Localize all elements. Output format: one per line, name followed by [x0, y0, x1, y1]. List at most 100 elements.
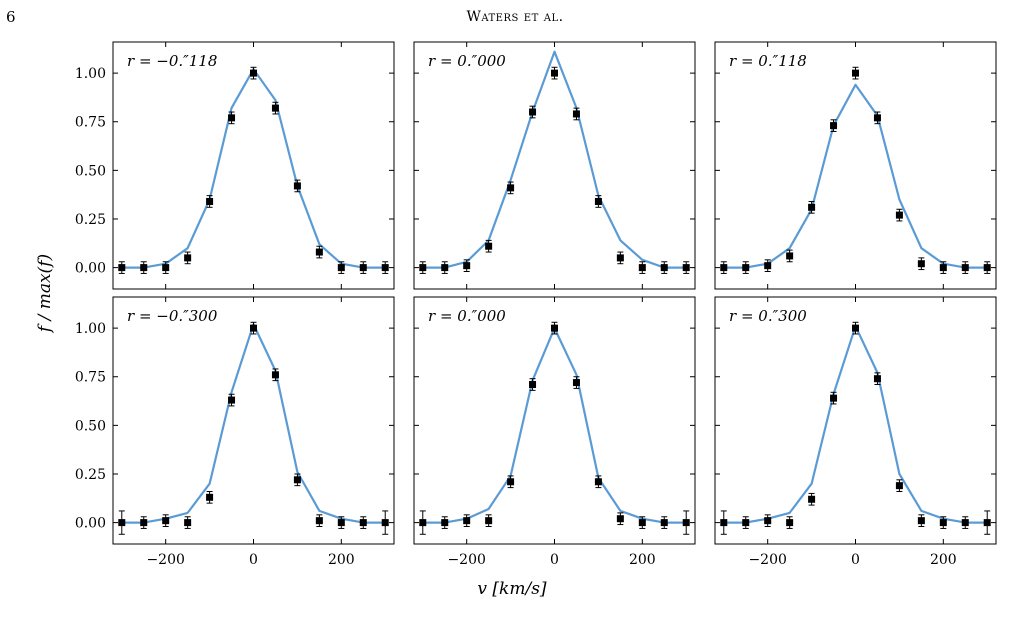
data-point: [983, 519, 991, 527]
x-tick-label: −200: [748, 552, 786, 568]
data-point: [638, 519, 646, 527]
panel-label: r = 0.″118: [729, 52, 807, 70]
panel-label: r = −0.″300: [127, 307, 218, 325]
data-point: [572, 379, 580, 387]
data-point: [419, 519, 427, 527]
data-point: [140, 519, 148, 527]
data-point: [852, 69, 859, 77]
x-tick-label: 200: [629, 552, 656, 568]
panel-6: −200 0 200 r = 0.″300: [714, 296, 997, 568]
data-point: [118, 264, 126, 272]
data-point: [873, 114, 881, 122]
x-tick-label: 0: [851, 552, 860, 568]
y-tick-label: 0.25: [75, 212, 106, 228]
data-point: [808, 495, 816, 503]
data-point: [162, 517, 170, 525]
y-tick-label: 1.00: [75, 66, 106, 82]
data-point: [206, 197, 214, 205]
model-line: [422, 327, 687, 524]
data-point: [786, 519, 794, 527]
data-point: [742, 264, 750, 272]
data-point: [720, 264, 728, 272]
data-point: [381, 264, 389, 272]
data-point: [529, 381, 537, 389]
x-tick-label: 0: [249, 552, 258, 568]
data-point: [485, 242, 493, 250]
panel-3: r = 0.″118: [714, 41, 997, 290]
model-line: [723, 325, 988, 524]
panel-label: r = −0.″118: [127, 52, 217, 70]
page-number: 6: [6, 8, 16, 26]
data-point: [463, 262, 471, 270]
data-point: [441, 264, 449, 272]
data-point: [359, 264, 367, 272]
panel-4: −200 0 200 0.00 0.25 0.50 0.75 1.00 r = −0.″300: [75, 296, 395, 568]
running-head: Waters et al.: [466, 9, 564, 25]
data-point: [764, 262, 772, 270]
data-point: [441, 519, 449, 527]
y-tick-label: 1.00: [75, 321, 106, 337]
y-tick-label: 0.00: [75, 261, 106, 277]
data-point: [594, 478, 602, 486]
y-axis-title: f / max(f): [35, 254, 55, 334]
data-point: [895, 482, 903, 490]
panel-5: −200 0 200 r = 0.″000: [413, 296, 696, 568]
data-point: [808, 203, 816, 211]
data-point: [638, 264, 646, 272]
panel-label: r = 0.″000: [428, 307, 506, 325]
data-point: [720, 519, 728, 527]
data-point: [293, 182, 301, 190]
data-point: [315, 248, 323, 256]
data-point: [271, 104, 279, 112]
data-point: [507, 478, 515, 486]
panel-1: 0.00 0.25 0.50 0.75 1.00 r = −0.″118: [75, 41, 395, 290]
data-point: [337, 519, 345, 527]
data-point: [852, 324, 859, 332]
data-point: [764, 517, 772, 525]
data-point: [228, 114, 236, 122]
data-point: [485, 517, 493, 525]
data-point: [507, 184, 515, 192]
data-point: [917, 260, 925, 268]
data-point: [381, 519, 389, 527]
x-tick-label: 200: [328, 552, 355, 568]
y-tick-label: 0.25: [75, 467, 106, 483]
data-point: [961, 519, 969, 527]
x-tick-label: 0: [550, 552, 559, 568]
x-tick-label: −200: [447, 552, 485, 568]
y-tick-label: 0.00: [75, 516, 106, 532]
data-point: [572, 110, 580, 118]
x-tick-label: 200: [930, 552, 957, 568]
data-point: [228, 396, 236, 404]
model-line: [121, 323, 386, 524]
data-point: [551, 324, 558, 332]
data-point: [786, 252, 794, 260]
y-tick-label: 0.75: [75, 115, 106, 131]
data-point: [917, 517, 925, 525]
data-point: [830, 394, 838, 402]
model-line: [723, 83, 988, 269]
data-point: [742, 519, 750, 527]
data-point: [118, 519, 126, 527]
data-point: [983, 264, 991, 272]
x-tick-label: −200: [146, 552, 184, 568]
data-point: [961, 264, 969, 272]
data-point: [616, 515, 624, 523]
data-point: [895, 211, 903, 219]
data-point: [162, 264, 170, 272]
data-point: [250, 324, 257, 332]
data-point: [140, 264, 148, 272]
panel-label: r = 0.″300: [729, 307, 807, 325]
x-axis-title: v [km/s]: [477, 579, 547, 599]
data-point: [184, 254, 192, 262]
data-point: [359, 519, 367, 527]
data-point: [830, 122, 838, 130]
data-point: [419, 264, 427, 272]
panel-label: r = 0.″000: [428, 52, 506, 70]
data-point: [682, 519, 690, 527]
y-tick-label: 0.75: [75, 370, 106, 386]
model-line: [422, 50, 687, 269]
data-point: [250, 69, 257, 77]
data-point: [529, 108, 537, 116]
